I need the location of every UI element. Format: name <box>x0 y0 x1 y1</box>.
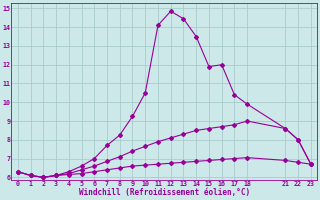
X-axis label: Windchill (Refroidissement éolien,°C): Windchill (Refroidissement éolien,°C) <box>79 188 250 197</box>
